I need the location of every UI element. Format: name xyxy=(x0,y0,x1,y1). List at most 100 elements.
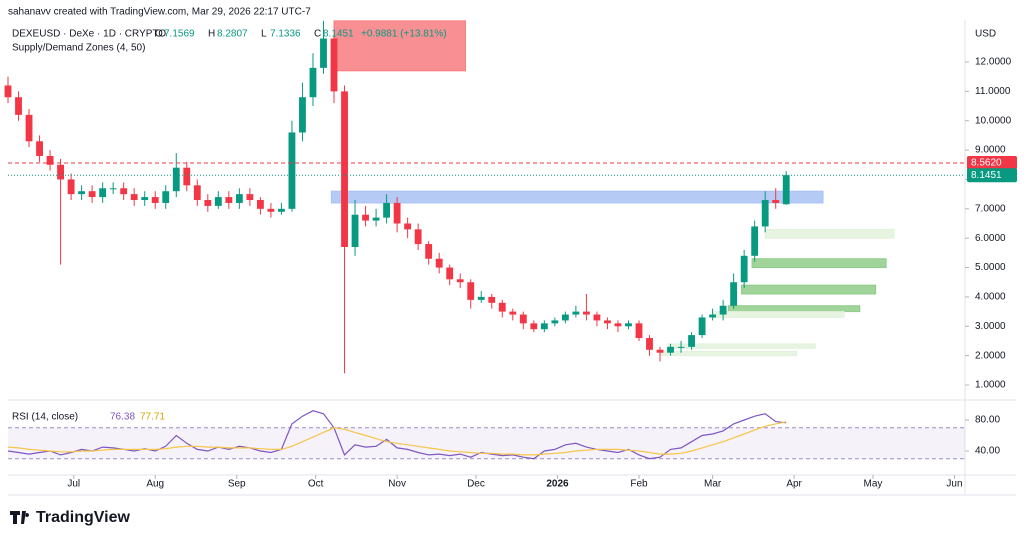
candle-body xyxy=(730,282,738,306)
candle-body xyxy=(25,114,33,142)
last-price-label: 8.1451 xyxy=(971,170,1002,181)
candle-body xyxy=(677,346,685,348)
ohlc-label: C xyxy=(314,29,321,40)
candle-body xyxy=(57,164,65,180)
candle-body xyxy=(288,132,296,209)
x-tick-label: Jul xyxy=(67,479,80,490)
candle-body xyxy=(572,311,580,315)
rsi-ma-value: 77.71 xyxy=(140,412,165,423)
candle-body xyxy=(393,202,401,224)
change: +0.9881 (+13.81%) xyxy=(361,29,447,40)
candle-body xyxy=(309,67,317,98)
candle-body xyxy=(46,155,54,165)
zone xyxy=(712,311,845,318)
candle-body xyxy=(99,188,107,198)
x-tick-label: Aug xyxy=(146,479,164,490)
candle-body xyxy=(772,200,780,203)
x-tick-label: May xyxy=(864,479,883,490)
y-tick-label: 11.0000 xyxy=(975,86,1011,97)
candle-body xyxy=(456,279,464,283)
symbol: DEXEUSD · DeXe · 1D · CRYPTO xyxy=(12,29,166,40)
candle-body xyxy=(172,167,180,192)
y-tick-label: 80.00 xyxy=(975,415,1000,426)
currency: USD xyxy=(975,29,996,40)
level-tag xyxy=(967,155,1017,170)
brand-logo xyxy=(10,511,30,524)
candle-body xyxy=(477,296,485,300)
candle-body xyxy=(656,349,664,353)
candle-body xyxy=(4,85,12,98)
candle-body xyxy=(509,311,517,315)
candle-body xyxy=(320,38,327,68)
candle-body xyxy=(383,202,391,218)
ohlc-label: O xyxy=(155,29,163,40)
candle-body xyxy=(698,317,706,336)
rsi-line xyxy=(7,421,787,456)
candle-body xyxy=(235,194,243,203)
y-tick-label: 5.0000 xyxy=(975,262,1006,273)
candle-body xyxy=(204,200,212,206)
candle-body xyxy=(582,311,590,315)
rsi-band xyxy=(8,427,965,459)
candle-body xyxy=(88,191,96,198)
y-tick-label: 3.0000 xyxy=(975,321,1006,332)
candle-body xyxy=(15,97,22,115)
candle-body xyxy=(120,188,128,195)
candle-body xyxy=(256,200,264,209)
candle-body xyxy=(414,229,422,245)
candle-body xyxy=(530,323,538,330)
x-tick-label: 2026 xyxy=(546,479,569,490)
brand-name: TradingView xyxy=(36,509,131,526)
candle-body xyxy=(688,335,695,347)
y-tick-label: 7.0000 xyxy=(975,203,1006,214)
candle-body xyxy=(130,194,138,201)
indicator-name: Supply/Demand Zones (4, 50) xyxy=(12,43,145,54)
plot xyxy=(4,20,969,479)
candle-body xyxy=(193,185,201,201)
candle-body xyxy=(151,197,159,203)
zone xyxy=(667,343,816,349)
candle-body xyxy=(404,223,412,230)
candle-body xyxy=(183,167,191,186)
rsi-line xyxy=(7,410,787,460)
x-tick-label: Sep xyxy=(228,479,246,490)
candle-body xyxy=(267,208,275,212)
candle-body xyxy=(761,200,769,227)
x-tick-label: Feb xyxy=(630,479,648,490)
y-tick-label: 12.0000 xyxy=(975,57,1012,68)
candle-body xyxy=(435,258,443,268)
candle-body xyxy=(246,194,254,201)
ohlc-value: 7.1569 xyxy=(164,29,195,40)
candle-body xyxy=(67,179,75,195)
candle-body xyxy=(425,244,433,259)
candle-body xyxy=(225,197,233,203)
candle-body xyxy=(278,208,285,212)
candle-body xyxy=(561,314,569,321)
candle-body xyxy=(141,197,149,201)
brand: TradingView xyxy=(10,509,131,526)
candle-body xyxy=(540,323,548,330)
candle-body xyxy=(36,141,43,156)
candle-body xyxy=(467,282,475,300)
zone xyxy=(741,284,877,295)
ohlc-value: 7.1336 xyxy=(270,29,301,40)
zone xyxy=(751,258,887,269)
candle-body xyxy=(751,226,759,256)
candle-body xyxy=(635,323,643,339)
candle-body xyxy=(782,175,790,205)
ohlc-label: L xyxy=(261,29,267,40)
y-tick-label: 9.0000 xyxy=(975,145,1006,156)
y-tick-label: 2.0000 xyxy=(975,350,1006,361)
candle-body xyxy=(519,314,527,324)
candle-body xyxy=(593,314,601,321)
candle-body xyxy=(372,217,380,221)
zone xyxy=(330,190,824,204)
y-tick-label: 10.0000 xyxy=(975,115,1012,126)
candle-body xyxy=(78,191,86,195)
x-tick-label: Nov xyxy=(388,479,406,490)
ohlc-label: H xyxy=(208,29,215,40)
symbol-legend: DEXEUSD · DeXe · 1D · CRYPTO Supply/Dema… xyxy=(12,29,166,54)
candle-body xyxy=(446,267,454,280)
